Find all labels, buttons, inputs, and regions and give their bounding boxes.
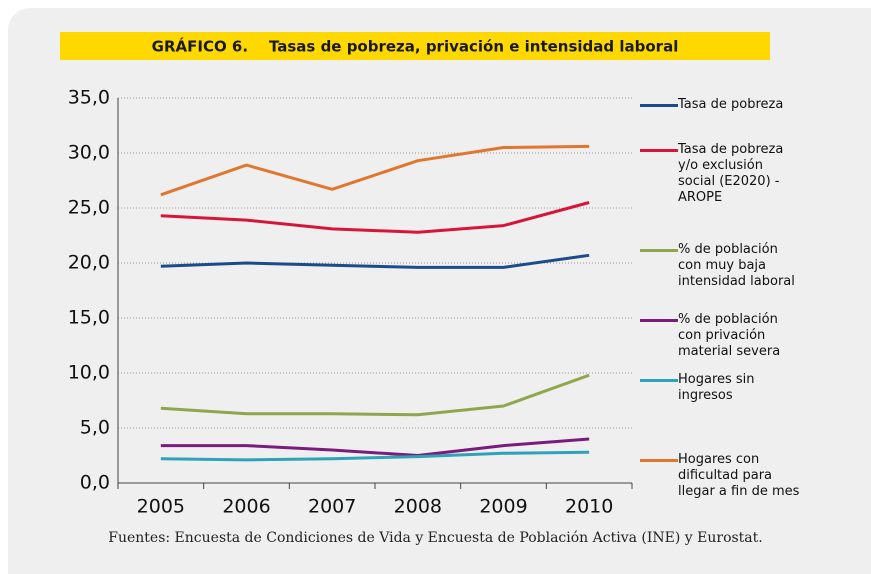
y-tick-label: 0,0 bbox=[80, 472, 110, 494]
x-tick-label: 2006 bbox=[222, 496, 270, 518]
x-tick-label: 2007 bbox=[308, 496, 356, 518]
series-line bbox=[160, 201, 590, 234]
series-line bbox=[160, 437, 590, 457]
y-tick-label: 35,0 bbox=[68, 87, 110, 109]
legend-item: % de población con muy baja intensidad l… bbox=[640, 242, 800, 290]
y-tick-label: 5,0 bbox=[80, 417, 110, 439]
legend-label: % de población con muy baja intensidad l… bbox=[678, 242, 795, 289]
series-line bbox=[160, 450, 590, 462]
legend-swatch bbox=[640, 249, 678, 252]
legend-swatch bbox=[640, 459, 678, 462]
legend-label: Hogares sin ingresos bbox=[678, 372, 755, 403]
series-line bbox=[160, 373, 590, 417]
legend-item: Tasa de pobreza y/o exclusión social (E2… bbox=[640, 142, 800, 206]
x-tick-label: 2010 bbox=[565, 496, 613, 518]
y-tick-label: 20,0 bbox=[68, 252, 110, 274]
legend-label: Tasa de pobreza bbox=[678, 97, 784, 112]
source-note: Fuentes: Encuesta de Condiciones de Vida… bbox=[108, 530, 763, 546]
legend-item: Hogares sin ingresos bbox=[640, 372, 800, 404]
legend-swatch bbox=[640, 319, 678, 322]
y-tick-label: 15,0 bbox=[68, 307, 110, 329]
chart-title: GRÁFICO 6. Tasas de pobreza, privación e… bbox=[152, 37, 679, 56]
y-tick-label: 10,0 bbox=[68, 362, 110, 384]
y-tick-label: 25,0 bbox=[68, 197, 110, 219]
legend-item: Tasa de pobreza bbox=[640, 97, 800, 113]
legend-swatch bbox=[640, 104, 678, 107]
x-tick-label: 2009 bbox=[479, 496, 527, 518]
legend-swatch bbox=[640, 149, 678, 152]
legend-label: Tasa de pobreza y/o exclusión social (E2… bbox=[678, 142, 784, 205]
legend-label: % de población con privación material se… bbox=[678, 312, 781, 359]
panel bbox=[8, 8, 871, 574]
x-tick-label: 2008 bbox=[394, 496, 442, 518]
series-line bbox=[160, 144, 590, 197]
legend-label: Hogares con dificultad para llegar a fin… bbox=[678, 452, 800, 499]
series-line bbox=[160, 253, 590, 269]
title-bar bbox=[60, 32, 770, 60]
legend-swatch bbox=[640, 379, 678, 382]
legend-item: % de población con privación material se… bbox=[640, 312, 800, 360]
legend-item: Hogares con dificultad para llegar a fin… bbox=[640, 452, 800, 500]
x-tick-label: 2005 bbox=[137, 496, 185, 518]
y-tick-label: 30,0 bbox=[68, 142, 110, 164]
